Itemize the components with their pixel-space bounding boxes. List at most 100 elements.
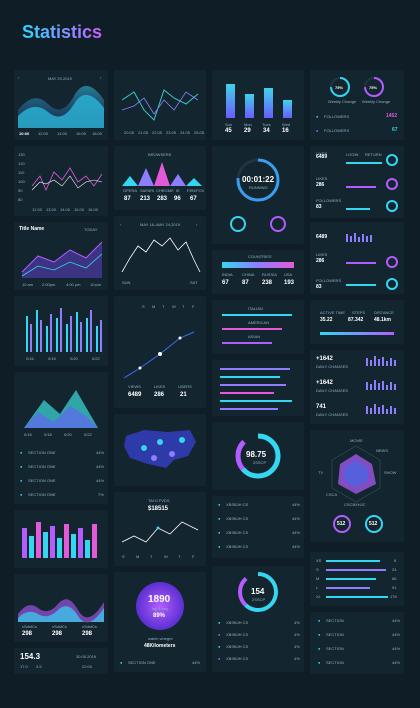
- section-label: SECTION: [326, 618, 344, 623]
- country-name: RUSSIA: [262, 272, 277, 277]
- progress-bar: [346, 208, 370, 210]
- change-value: 741: [316, 404, 327, 410]
- progress-bar: [326, 569, 386, 571]
- legend-login: LOGIN: [346, 152, 359, 157]
- stat-value: 87.342: [348, 317, 364, 323]
- candlestick-chart: [31, 167, 103, 191]
- line-chart: [121, 521, 199, 543]
- list-value: 44%: [292, 544, 301, 549]
- dot-icon: ●: [318, 660, 321, 665]
- day-label: Sun: [225, 122, 233, 127]
- timer-status: RUNNING: [249, 185, 268, 190]
- revenue-value: $18515: [148, 506, 169, 512]
- stacked-bar: [222, 262, 294, 268]
- dot-icon: ●: [218, 656, 221, 661]
- time-label: 14:00: [57, 131, 68, 136]
- x-label: 24.05: [180, 130, 191, 135]
- progress-bar: [220, 400, 292, 402]
- stat-label: USERS: [178, 384, 192, 389]
- timer-value: 00:01:22: [242, 175, 275, 184]
- dot-icon: ●: [318, 618, 321, 623]
- views-line: [123, 331, 195, 379]
- y-label: 80: [18, 197, 23, 202]
- x-label: 12.00: [32, 207, 43, 212]
- list-label: XBSBJH CS: [226, 516, 249, 521]
- row-value: 6489: [316, 154, 328, 160]
- mini-bars: [366, 356, 396, 414]
- progress-bar: [346, 186, 376, 188]
- dot-icon: ●: [218, 544, 221, 549]
- day-label: S: [142, 304, 145, 309]
- x-label: 21.05: [138, 130, 149, 135]
- prev-chevron-icon[interactable]: ‹: [120, 222, 122, 227]
- day-label: F: [192, 554, 195, 559]
- country-value: 193: [284, 280, 295, 286]
- radar-ring-value: 512: [337, 521, 346, 527]
- dot-icon: ●: [120, 660, 123, 665]
- stat-value: 48.1km: [374, 317, 391, 323]
- day-label: T: [162, 304, 165, 309]
- countries-card-11: COUNTRIES INDIA CHINA RUSSIA USA 67 87 2…: [212, 250, 304, 294]
- bar-chart: [22, 522, 97, 558]
- x-label: 23.05: [166, 130, 177, 135]
- progress-bar: [326, 578, 376, 580]
- browser-name: SAFARI: [140, 188, 155, 193]
- donut-chart: [235, 433, 281, 479]
- stat-label: STEPS: [352, 310, 366, 315]
- dropdown[interactable]: TODAY: [84, 227, 98, 232]
- stat-label: VIEWS: [128, 384, 141, 389]
- next-chevron-icon[interactable]: ›: [100, 75, 102, 80]
- donut-card-21: 98.75 2SSCP: [212, 422, 304, 490]
- followers-value: 1452: [386, 113, 398, 119]
- revenue-card-23: TAHJ FVDS $18515 S M T W T F: [114, 492, 206, 566]
- line-chart: [21, 241, 103, 278]
- donut-value: 154: [251, 587, 265, 596]
- followers-label: FOLLOWERS: [324, 128, 350, 133]
- dot-icon: ●: [218, 632, 221, 637]
- x-label: 0/18: [44, 432, 52, 437]
- dot-icon: ●: [218, 530, 221, 535]
- line-chart: [121, 237, 201, 273]
- line-chart-card-2: 20.05 21.05 22.05 23.05 24.05 25.05: [114, 70, 206, 140]
- radar-label: MOVIE: [350, 438, 363, 443]
- distance-meta: watch vinegre: [148, 636, 173, 641]
- row-label: ITALIAN: [248, 306, 263, 311]
- dot-icon: ●: [316, 128, 319, 133]
- day-label: M: [136, 554, 140, 559]
- timer-card-7: 00:01:22 RUNNING: [212, 146, 304, 244]
- progress-bar: [346, 262, 376, 264]
- dot-icon: ●: [318, 632, 321, 637]
- next-chevron-icon[interactable]: ›: [196, 222, 198, 227]
- dot-icon: ●: [318, 646, 321, 651]
- stat-label: DISTANCE: [374, 310, 394, 315]
- change-label: DAILY CHANGES: [316, 412, 349, 417]
- stat-label: LIKES: [154, 384, 166, 389]
- day-label: T: [150, 554, 153, 559]
- x-label: 0/20: [70, 356, 78, 361]
- size-label: XS: [316, 558, 322, 563]
- radar-label: TV: [318, 470, 324, 475]
- progress-bar: [326, 596, 388, 598]
- daily-changes-card-17: +1642 DAILY CHANGES +1642 DAILY CHANGES …: [310, 350, 404, 424]
- stat-value: 298: [82, 631, 93, 637]
- cuisine-card-15: ITALIAN AMERICAN ASIAN: [212, 300, 304, 354]
- row-label: FOLLOWERS: [316, 198, 342, 203]
- line-chart: [121, 89, 199, 121]
- progress-bar: [220, 384, 286, 386]
- x-label: 20.05: [124, 130, 135, 135]
- prev-chevron-icon[interactable]: ‹: [18, 75, 20, 80]
- sections-card-29: ● SECTION 44% ● SECTION 44% ● SECTION 44…: [310, 612, 404, 674]
- browser-value: 67: [190, 196, 197, 202]
- row-label: AMERICAN: [248, 320, 270, 325]
- ring-caption: Weekly Change: [362, 99, 391, 104]
- stat-value: 298: [22, 631, 33, 637]
- likes-progress-card-8: 6489 LIKES LOGIN RETURN LIKES 286 FOLLOW…: [310, 146, 404, 218]
- list-label: XBSBJH CS: [226, 644, 249, 649]
- change-value: +1642: [316, 380, 333, 386]
- stat-value: 286: [154, 392, 165, 398]
- list-card-24b: ● XBSBJH CS 44% ● XBSBJH CS 44% ● XBSBJH…: [212, 496, 304, 558]
- summary-date: 30.05.2019: [76, 654, 97, 659]
- list-value: 44%: [292, 516, 301, 521]
- browser-name: OPERA: [123, 188, 138, 193]
- x-label: 14.00: [60, 207, 71, 212]
